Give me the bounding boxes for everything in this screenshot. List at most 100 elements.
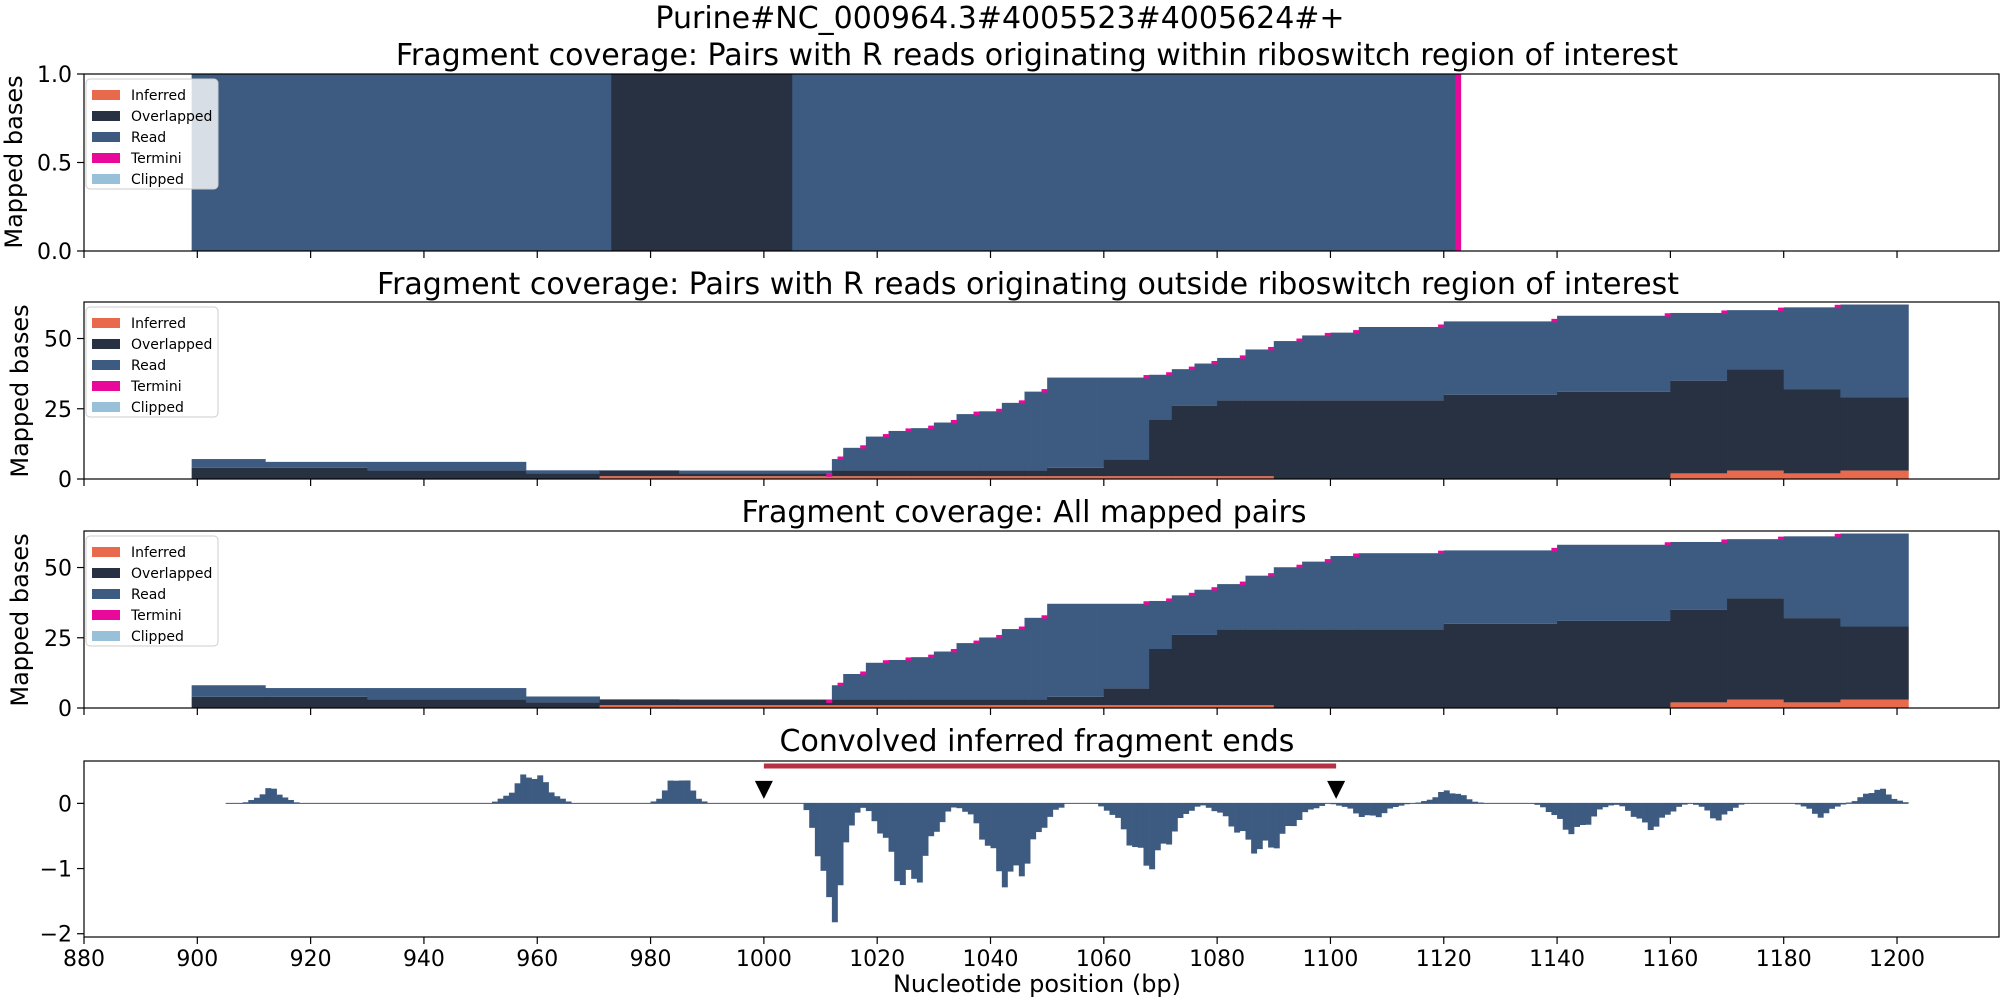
panel4-bar	[253, 797, 260, 804]
panel3-overlapped-bar	[1024, 699, 1048, 706]
panel4-bar	[1710, 803, 1717, 819]
panel2-read-bar	[1330, 332, 1360, 401]
panel4-bar	[1885, 794, 1892, 804]
panel3-overlapped-bar	[1217, 629, 1246, 706]
panel2-inferred-bar	[1149, 476, 1173, 479]
panel4-bar	[1619, 803, 1626, 807]
panel1-overlapped-bar	[610, 74, 793, 251]
panel2-termini-bar	[1239, 355, 1246, 359]
panel3-read-bar	[1443, 550, 1558, 624]
panel4-bar	[1421, 801, 1428, 804]
panel2-y-tick-label: 0	[58, 468, 72, 493]
panel4-bar	[1863, 793, 1869, 804]
panel4-bar	[1205, 803, 1212, 808]
panel2-read-bar	[1245, 349, 1275, 401]
panel4-bar	[1296, 803, 1303, 821]
panel2-inferred-bar	[1001, 476, 1025, 479]
panel4-bar	[933, 803, 940, 832]
panel4-bar	[1217, 803, 1224, 813]
panel4-bar	[1126, 803, 1133, 846]
panel3-y-tick-label: 25	[44, 627, 72, 652]
panel4-bar	[667, 780, 674, 804]
panel2-inferred-bar	[1047, 476, 1105, 479]
panel4-bar	[848, 803, 855, 826]
panel2-inferred-bar	[933, 476, 957, 479]
panel3-termini-bar	[1551, 547, 1558, 552]
panel4-bar	[1239, 803, 1246, 832]
panel4-bar	[826, 803, 833, 898]
panel2-read-bar	[831, 459, 844, 471]
panel3-termini-bar	[1664, 542, 1671, 546]
x-tick-label: 900	[176, 947, 218, 972]
panel2-read-bar	[911, 428, 935, 471]
panel2-overlapped-bar	[1330, 400, 1360, 479]
panel4-bar	[979, 803, 986, 840]
panel2-overlapped-bar	[1103, 459, 1150, 477]
panel4-bar	[520, 774, 527, 804]
panel4-bar	[537, 775, 544, 804]
x-tick-label: 1120	[1416, 947, 1472, 972]
panel2-overlapped-bar	[1217, 400, 1246, 477]
panel4-bar	[1307, 803, 1314, 810]
panel4-bar	[1676, 803, 1683, 807]
panel2-overlapped-bar	[1149, 420, 1173, 477]
panel2-inferred-bar	[1245, 476, 1275, 479]
panel3-read-bar	[1670, 541, 1728, 610]
panel4-bar	[248, 800, 255, 804]
panel4-bar	[1557, 803, 1564, 819]
panel4-bar	[293, 802, 300, 804]
panel4-bar	[1381, 803, 1388, 814]
panel3-overlapped-bar	[1783, 618, 1841, 703]
panel2-overlapped-bar	[1245, 400, 1275, 477]
panel4-bar	[287, 799, 294, 804]
panel2-overlapped-bar	[911, 470, 935, 477]
panel3-termini-bar	[1268, 573, 1275, 577]
panel4-bar	[1466, 799, 1473, 804]
panel2-read-bar	[1001, 402, 1025, 471]
panel1-y-axis-label: Mapped bases	[0, 75, 28, 248]
panel4-bar	[1874, 789, 1881, 804]
panel1-legend-label: Clipped	[131, 172, 184, 188]
panel1-read-bar	[191, 74, 612, 251]
panel4-bar	[950, 803, 957, 808]
panel3-overlapped-bar	[911, 699, 935, 706]
panel3-overlapped-bar	[599, 699, 680, 706]
panel2-legend-swatch-overlapped	[92, 339, 120, 349]
panel3-inferred-bar	[831, 705, 844, 708]
panel2-read-bar	[933, 422, 957, 471]
panel4-bar	[1681, 803, 1688, 805]
panel3-read-bar	[1358, 553, 1445, 630]
panel4-bar	[559, 798, 566, 804]
panel4-bar	[1806, 803, 1813, 809]
panel3-overlapped-bar	[1273, 629, 1303, 708]
panel4-bar	[1375, 803, 1382, 818]
panel4-bar	[1551, 803, 1558, 816]
panel4-bar	[650, 801, 657, 804]
panel3-overlapped-bar	[1149, 649, 1173, 706]
panel4-bar	[497, 798, 504, 804]
panel2-read-bar	[865, 436, 889, 471]
panel4-bar	[1602, 803, 1609, 808]
panel2-legend-swatch-read	[92, 360, 120, 370]
panel2-read-bar	[191, 459, 266, 468]
panel4-bar	[803, 803, 810, 811]
panel4-bar	[1460, 795, 1467, 804]
panel3-read-bar	[1171, 595, 1195, 635]
panel3-y-axis-label: Mapped bases	[6, 533, 34, 706]
panel4-bar	[860, 803, 867, 808]
panel4-bar	[690, 790, 697, 804]
panel3-legend-label: Inferred	[131, 545, 186, 561]
panel2-legend-swatch-termini	[92, 381, 120, 391]
panel3-overlapped-bar	[1840, 626, 1909, 700]
panel2-overlapped-bar	[956, 470, 980, 477]
panel2-read-bar	[820, 470, 833, 474]
panel4-bar	[701, 801, 708, 804]
panel4-bar	[956, 803, 963, 809]
panel4-bar	[1562, 803, 1569, 830]
panel4-bar	[1364, 803, 1371, 816]
panel4-bar	[1245, 803, 1252, 840]
panel4-bar	[1047, 803, 1054, 817]
panel3-overlapped-bar	[367, 699, 527, 708]
panel3-overlapped-bar	[888, 699, 912, 706]
